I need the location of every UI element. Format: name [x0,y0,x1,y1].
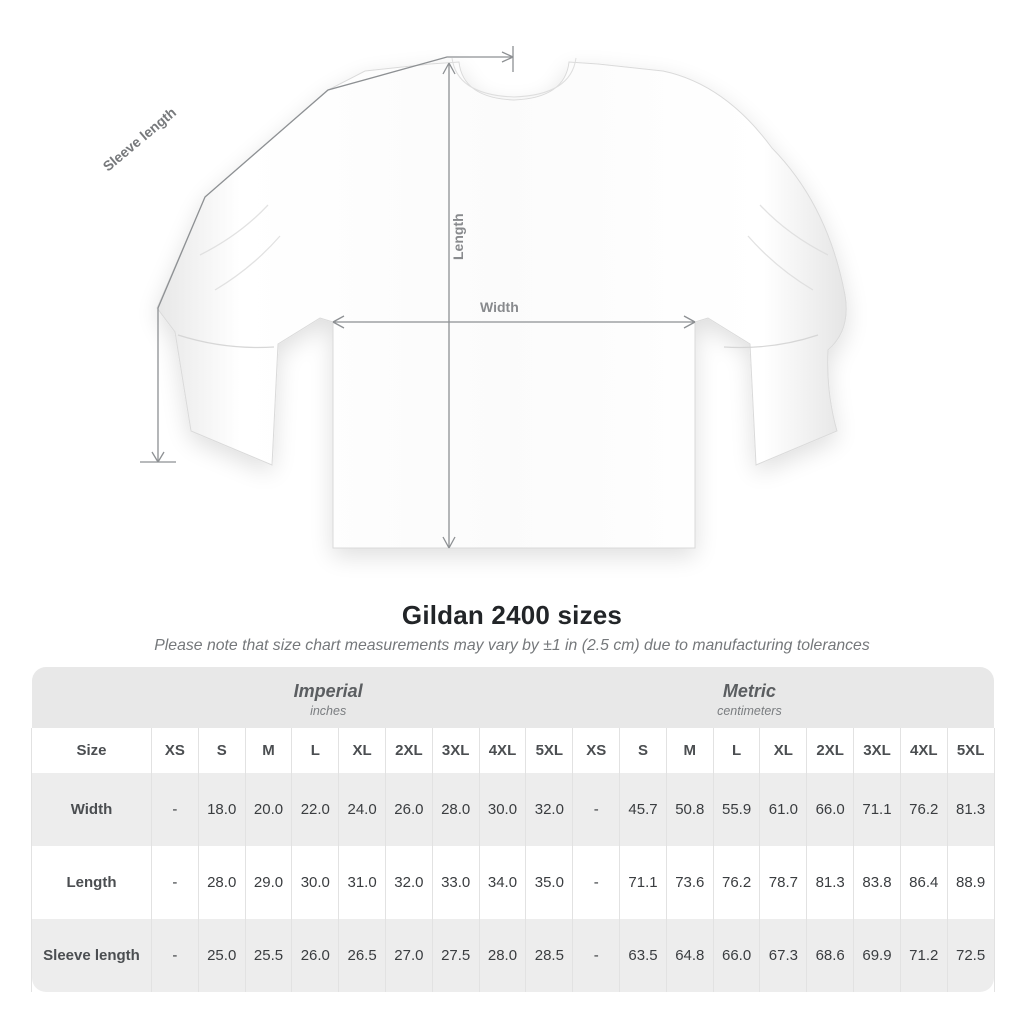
svg-text:Sleeve length: Sleeve length [100,104,179,174]
svg-text:Length: Length [450,213,466,260]
svg-text:Width: Width [480,299,519,315]
